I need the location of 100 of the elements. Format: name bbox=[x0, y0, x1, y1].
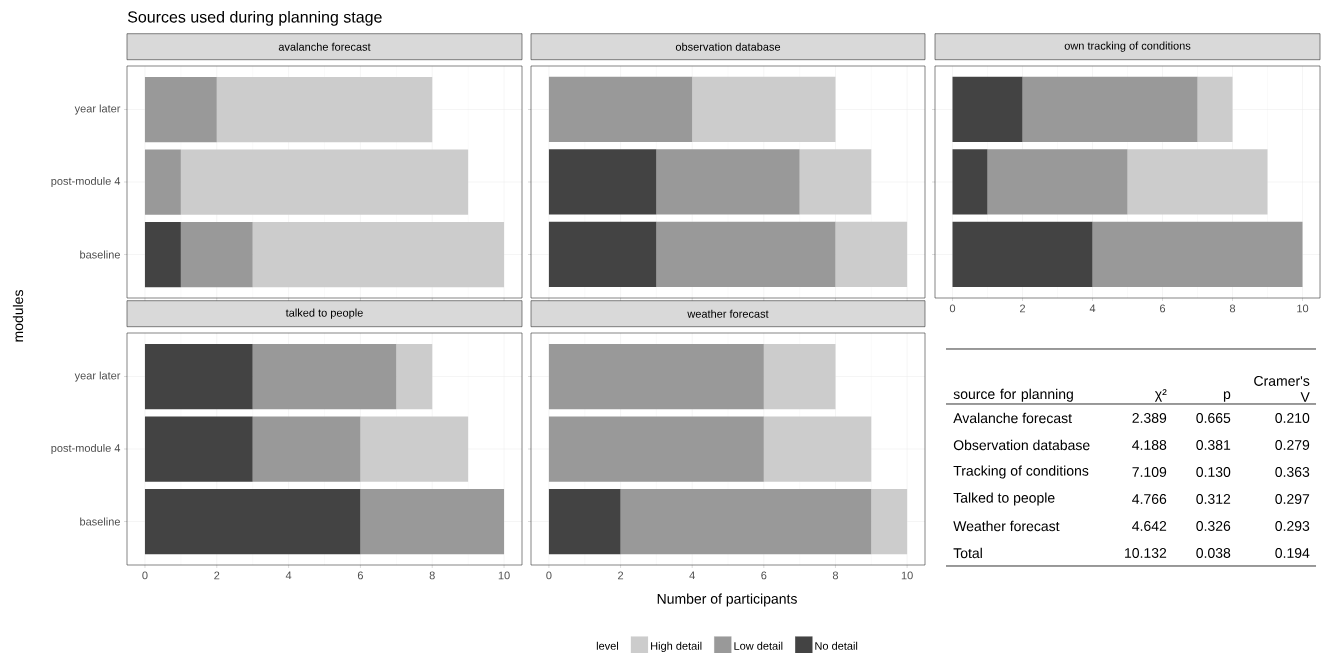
text: Total bbox=[953, 547, 982, 559]
bar bbox=[952, 76, 1023, 143]
bar bbox=[548, 343, 764, 410]
text: p bbox=[1223, 391, 1231, 402]
text: 0.279 bbox=[1275, 440, 1310, 450]
bar bbox=[692, 76, 836, 143]
legend-label: Low detail bbox=[734, 641, 783, 650]
source-note: source for planning bbox=[953, 388, 1073, 402]
legend-title: level bbox=[596, 641, 619, 650]
x-tick-label: 10 bbox=[498, 571, 510, 580]
x-tick-label: 2 bbox=[618, 571, 624, 580]
bar bbox=[360, 416, 469, 482]
y-axis-title: modules bbox=[12, 290, 24, 342]
text: 0.326 bbox=[1196, 521, 1231, 531]
bar bbox=[144, 343, 253, 410]
legend-label: No detail bbox=[815, 641, 858, 650]
bar bbox=[871, 488, 908, 555]
bar bbox=[548, 488, 621, 555]
bar bbox=[1197, 76, 1233, 143]
bar bbox=[252, 416, 361, 482]
x-tick-label: 6 bbox=[357, 571, 363, 580]
bar bbox=[360, 488, 505, 555]
bar bbox=[144, 76, 217, 143]
bar bbox=[1022, 76, 1198, 143]
bar bbox=[252, 343, 397, 410]
x-tick-label: 6 bbox=[1160, 304, 1166, 313]
text: Observation database bbox=[953, 439, 1090, 451]
legend-label: High detail bbox=[651, 641, 702, 653]
bar bbox=[1092, 221, 1303, 288]
text: 4.642 bbox=[1132, 521, 1167, 531]
text: 0.293 bbox=[1275, 521, 1310, 531]
text: Tracking of conditions bbox=[953, 465, 1089, 479]
bar bbox=[396, 343, 433, 410]
bar bbox=[180, 149, 469, 215]
bar bbox=[987, 149, 1128, 215]
chart-title: own tracking of conditions bbox=[1064, 41, 1191, 52]
bar bbox=[952, 221, 1093, 288]
x-tick-label: 0 bbox=[546, 571, 552, 580]
bar bbox=[620, 488, 872, 555]
x-tick-label: 4 bbox=[285, 571, 292, 580]
chart-title: weather forecast bbox=[687, 309, 769, 318]
bar bbox=[252, 221, 505, 288]
x-tick-label: 8 bbox=[832, 571, 839, 580]
bar bbox=[548, 76, 693, 143]
y-tick-label: year later bbox=[74, 104, 121, 115]
bar bbox=[216, 76, 433, 143]
x-tick-label: 4 bbox=[1089, 304, 1096, 313]
x-tick-label: 8 bbox=[1229, 304, 1236, 313]
text: 0.130 bbox=[1196, 467, 1231, 477]
bar bbox=[180, 221, 253, 288]
x-tick-label: 10 bbox=[901, 571, 913, 580]
text: 2.389 bbox=[1132, 413, 1167, 423]
bar bbox=[144, 488, 361, 555]
x-tick-label: 2 bbox=[214, 571, 220, 580]
text: 10.132 bbox=[1125, 548, 1167, 558]
source-note: Sources used during planning stage bbox=[127, 10, 382, 26]
bar bbox=[835, 221, 908, 288]
text: 0.297 bbox=[1275, 494, 1310, 504]
bar bbox=[548, 221, 657, 288]
y-tick-label: baseline bbox=[80, 517, 120, 526]
bar bbox=[656, 221, 836, 288]
text: 0.381 bbox=[1196, 440, 1231, 450]
x-tick-label: 2 bbox=[1020, 304, 1026, 313]
text: χ² bbox=[1154, 389, 1167, 402]
text: Talked to people bbox=[953, 492, 1055, 506]
text: 4.188 bbox=[1132, 440, 1167, 450]
text: 0.194 bbox=[1275, 548, 1310, 558]
x-tick-label: 4 bbox=[689, 571, 695, 580]
bar bbox=[763, 416, 872, 482]
x-tick-label: 6 bbox=[761, 571, 767, 580]
x-tick-label: 8 bbox=[429, 571, 435, 580]
bar bbox=[144, 149, 181, 215]
bar bbox=[548, 149, 657, 215]
bar bbox=[952, 149, 988, 215]
x-tick-label: 0 bbox=[142, 571, 148, 580]
text: 0.210 bbox=[1275, 413, 1310, 423]
y-tick-label: year later bbox=[74, 371, 121, 382]
bar bbox=[1127, 149, 1268, 215]
chart-title: observation database bbox=[675, 42, 781, 51]
chart-title: talked to people bbox=[285, 308, 363, 319]
y-tick-label: post-module 4 bbox=[51, 176, 121, 188]
x-tick-label: 0 bbox=[949, 304, 956, 313]
bar bbox=[144, 221, 181, 288]
text: 0.363 bbox=[1275, 467, 1310, 477]
bar bbox=[799, 149, 872, 215]
bar bbox=[548, 416, 764, 482]
bar bbox=[656, 149, 800, 215]
y-tick-label: post-module 4 bbox=[51, 443, 121, 455]
text: 7.109 bbox=[1132, 467, 1167, 477]
text: 0.038 bbox=[1196, 548, 1231, 558]
x-axis-title: Number of participants bbox=[657, 593, 797, 607]
text: Avalanche forecast bbox=[953, 412, 1072, 424]
chart-title: avalanche forecast bbox=[278, 42, 371, 51]
text: Cramer's V bbox=[1254, 376, 1310, 402]
text: 0.665 bbox=[1196, 413, 1231, 423]
text: 4.766 bbox=[1132, 494, 1167, 504]
y-tick-label: baseline bbox=[80, 250, 120, 259]
bar bbox=[144, 416, 253, 482]
x-tick-label: 10 bbox=[1297, 304, 1309, 313]
text: 0.312 bbox=[1196, 494, 1231, 504]
